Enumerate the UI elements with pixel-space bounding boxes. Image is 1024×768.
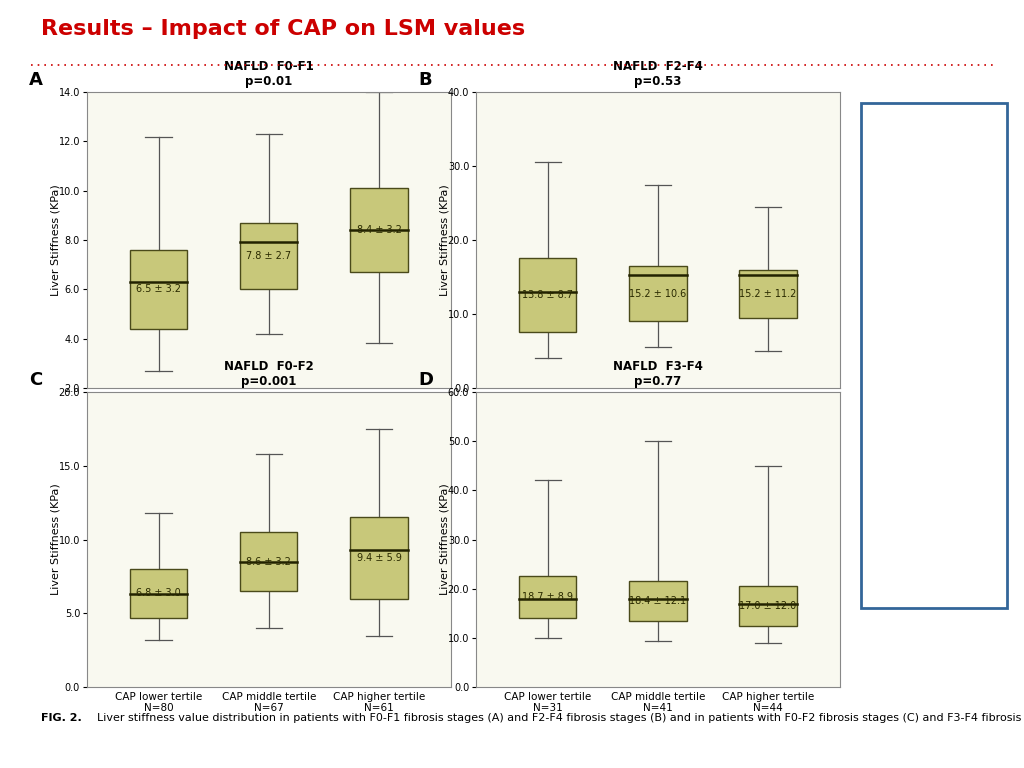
FancyBboxPatch shape: [861, 103, 1007, 607]
Text: Results – Impact of CAP on LSM values: Results – Impact of CAP on LSM values: [41, 19, 525, 39]
Text: FIG. 2.: FIG. 2.: [41, 713, 82, 723]
Text: 8.4 ± 3.2: 8.4 ± 3.2: [356, 225, 401, 235]
Title: NAFLD  F0-F2
p=0.001: NAFLD F0-F2 p=0.001: [224, 359, 313, 388]
Text: 6.8 ± 3.0: 6.8 ± 3.0: [136, 588, 181, 598]
Bar: [519, 577, 577, 618]
Bar: [630, 266, 686, 321]
Text: 15.2 ± 10.6: 15.2 ± 10.6: [630, 289, 686, 299]
Text: B: B: [418, 71, 432, 89]
Bar: [630, 581, 686, 621]
Text: C: C: [29, 371, 42, 389]
Y-axis label: Liver Stiffness (KPa): Liver Stiffness (KPa): [440, 484, 450, 595]
Bar: [241, 223, 297, 290]
Bar: [350, 188, 408, 272]
Y-axis label: Liver Stiffness (KPa): Liver Stiffness (KPa): [440, 184, 450, 296]
Text: 17.0 ± 12.0: 17.0 ± 12.0: [739, 601, 797, 611]
Y-axis label: Liver Stiffness (KPa): Liver Stiffness (KPa): [51, 484, 60, 595]
Text: Liver stiffness value distribution in patients with F0-F1 fibrosis stages (A) an: Liver stiffness value distribution in pa…: [90, 713, 1024, 723]
Text: 18.7 ± 8.9: 18.7 ± 8.9: [522, 592, 573, 602]
Text: 8.6 ± 3.2: 8.6 ± 3.2: [247, 557, 291, 567]
Text: 6.5 ± 3.2: 6.5 ± 3.2: [136, 284, 181, 294]
Text: A: A: [29, 71, 43, 89]
Bar: [519, 259, 577, 333]
Text: 7.8 ± 2.7: 7.8 ± 2.7: [246, 251, 292, 261]
Bar: [130, 569, 187, 618]
Bar: [350, 518, 408, 599]
Title: NAFLD  F0-F1
p=0.01: NAFLD F0-F1 p=0.01: [224, 60, 313, 88]
Text: When
patients were
considered at
each  fibrosis
stage,          for
lower  grade: When patients were considered at each fi…: [870, 108, 974, 393]
Text: 9.4 ± 5.9: 9.4 ± 5.9: [356, 553, 401, 563]
Text: D: D: [418, 371, 433, 389]
Title: NAFLD  F3-F4
p=0.77: NAFLD F3-F4 p=0.77: [613, 359, 702, 388]
Title: NAFLD  F2-F4
p=0.53: NAFLD F2-F4 p=0.53: [613, 60, 702, 88]
Bar: [241, 532, 297, 591]
Text: 15.2 ± 11.2: 15.2 ± 11.2: [739, 289, 797, 299]
Bar: [739, 586, 797, 626]
Bar: [130, 250, 187, 329]
Text: 18.4 ± 12.1: 18.4 ± 12.1: [630, 596, 686, 606]
Text: 13.8 ± 8.7: 13.8 ± 8.7: [522, 290, 573, 300]
Bar: [739, 270, 797, 318]
Y-axis label: Liver Stiffness (KPa): Liver Stiffness (KPa): [51, 184, 60, 296]
